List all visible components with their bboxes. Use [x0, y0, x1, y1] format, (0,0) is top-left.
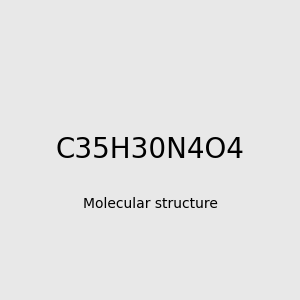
Text: C35H30N4O4: C35H30N4O4 — [56, 136, 244, 164]
Text: Molecular structure: Molecular structure — [82, 197, 218, 211]
